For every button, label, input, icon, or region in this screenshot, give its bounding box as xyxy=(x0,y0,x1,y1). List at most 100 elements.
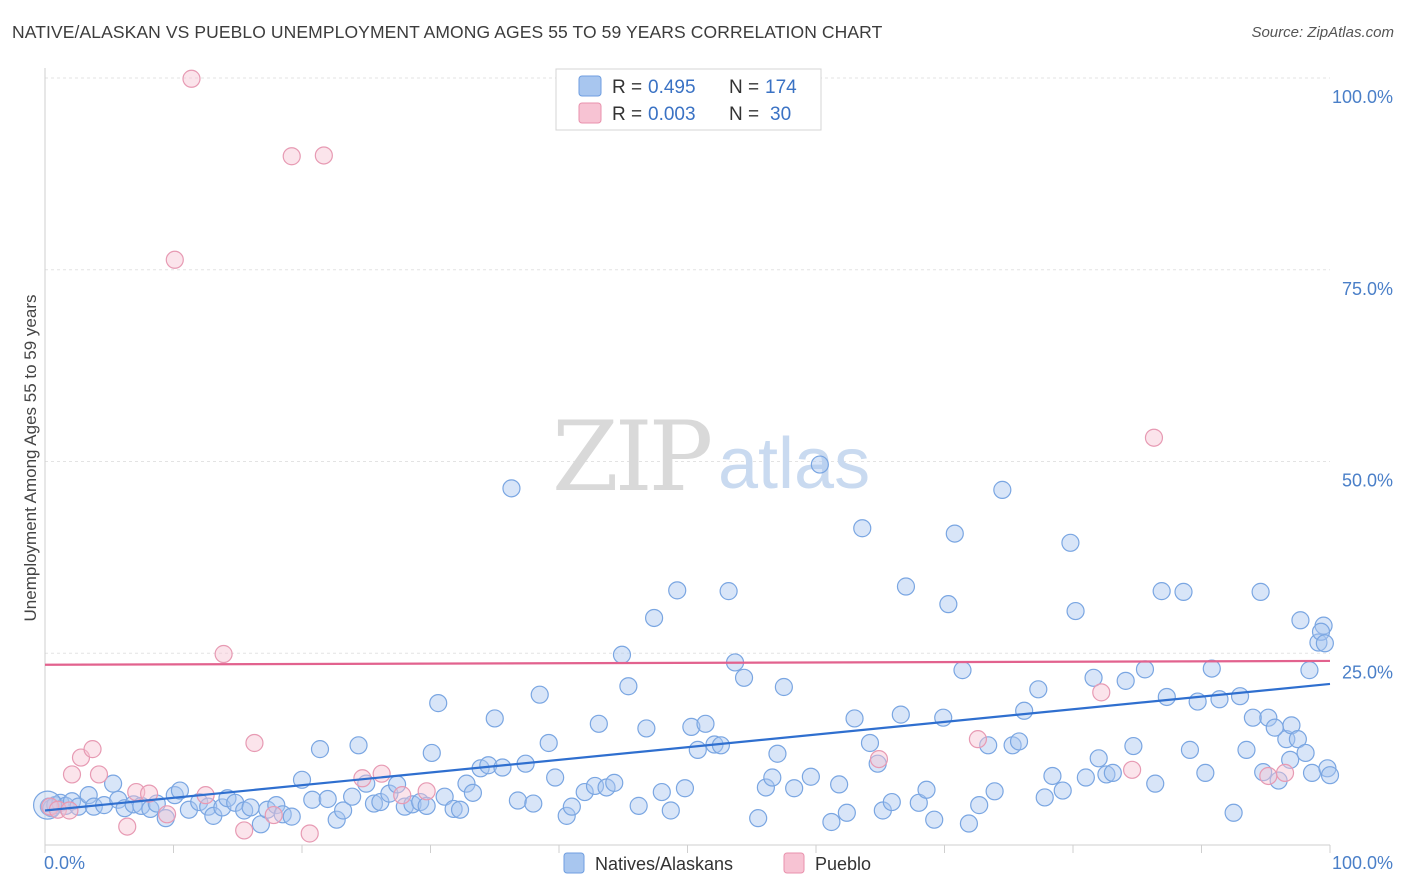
legend-swatch-pueblo xyxy=(783,852,805,874)
natives-point-123 xyxy=(993,480,1012,499)
natives-point-165 xyxy=(1320,766,1340,785)
pueblo-point-24 xyxy=(417,782,436,801)
x-tick-label-1: 100.0% xyxy=(1332,853,1393,873)
pueblo-point-31 xyxy=(1259,766,1278,786)
natives-point-145 xyxy=(1180,740,1200,759)
natives-point-50 xyxy=(417,796,436,815)
pueblo-point-19 xyxy=(300,824,319,843)
natives-point-71 xyxy=(575,782,594,802)
natives-point-144 xyxy=(1174,582,1193,601)
natives-point-76 xyxy=(612,645,632,664)
natives-point-118 xyxy=(953,661,972,680)
natives-point-43 xyxy=(364,794,384,813)
stats-swatch-pink xyxy=(578,102,602,124)
pueblo-point-27 xyxy=(968,730,988,749)
axes xyxy=(44,68,1331,853)
pueblo-point-7 xyxy=(118,817,137,836)
natives-point-96 xyxy=(768,744,787,763)
source-text: Source: ZipAtlas.com xyxy=(1251,24,1394,41)
natives-point-7 xyxy=(79,786,98,805)
natives-point-36 xyxy=(310,740,330,759)
natives-point-150 xyxy=(1224,803,1243,822)
natives-point-138 xyxy=(1116,671,1135,690)
y-tick-label-0: 25.0% xyxy=(1342,662,1393,682)
natives-point-130 xyxy=(1053,781,1072,800)
stats-r-label-blue: R = xyxy=(612,77,642,98)
natives-point-81 xyxy=(652,782,671,802)
pueblo-point-2 xyxy=(60,801,79,820)
natives-point-160 xyxy=(1296,743,1315,763)
natives-point-161 xyxy=(1302,763,1322,783)
watermark-zip: ZIP xyxy=(552,401,711,513)
natives-point-169 xyxy=(1311,622,1331,641)
natives-point-105 xyxy=(853,519,872,538)
stats-swatch-blue xyxy=(578,75,602,97)
natives-point-62 xyxy=(502,479,521,498)
natives-point-100 xyxy=(810,455,829,474)
grid-lines xyxy=(45,77,1330,654)
natives-trend-line xyxy=(44,682,1331,812)
legend-swatch-natives xyxy=(563,852,585,874)
pueblo-point-32 xyxy=(1275,763,1295,783)
natives-point-125 xyxy=(1009,732,1029,751)
natives-point-92 xyxy=(734,668,754,687)
pueblo-point-15 xyxy=(235,821,254,840)
pueblo-point-22 xyxy=(372,764,391,783)
natives-point-155 xyxy=(1259,708,1278,727)
x-tick-label-0: 0.0% xyxy=(44,853,85,873)
natives-point-113 xyxy=(917,780,936,799)
pueblo-point-11 xyxy=(165,250,184,269)
y-axis-label: Unemployment Among Ages 55 to 59 years xyxy=(21,295,40,622)
stats-n-value-blue: 174 xyxy=(765,77,797,98)
natives-point-73 xyxy=(589,714,608,733)
pueblo-point-28 xyxy=(1092,683,1111,702)
natives-point-136 xyxy=(1097,765,1116,784)
natives-point-83 xyxy=(668,581,687,600)
natives-point-37 xyxy=(318,789,337,809)
natives-point-148 xyxy=(1202,659,1221,678)
natives-point-135 xyxy=(1089,749,1108,768)
natives-point-65 xyxy=(524,794,543,813)
natives-point-132 xyxy=(1066,601,1085,621)
natives-point-69 xyxy=(557,806,576,825)
natives-point-55 xyxy=(450,800,470,819)
natives-point-cluster xyxy=(32,790,63,820)
natives-point-134 xyxy=(1084,668,1103,687)
stats-box: R = 0.495 N = 174 R = 0.003 N = 30 xyxy=(555,68,822,131)
natives-point-10 xyxy=(104,774,123,793)
tick-labels: 25.0% 50.0% 75.0% 100.0% 0.0% 100.0% xyxy=(44,87,1393,873)
natives-point-72 xyxy=(585,776,605,796)
natives-point-147 xyxy=(1196,763,1215,783)
natives-point-131 xyxy=(1061,533,1080,552)
natives-point-75 xyxy=(605,773,624,792)
pueblo-point-23 xyxy=(393,786,412,805)
natives-point-104 xyxy=(845,709,864,728)
natives-point-167 xyxy=(1291,611,1310,630)
stats-n-label-blue: N = xyxy=(729,77,759,98)
stats-r-label-pink: R = xyxy=(612,104,642,125)
natives-point-86 xyxy=(688,740,707,759)
natives-point-52 xyxy=(429,694,448,713)
stats-n-label-pink: N = xyxy=(729,104,759,125)
natives-point-98 xyxy=(785,779,804,798)
natives-point-93 xyxy=(749,809,768,828)
natives-point-171 xyxy=(1265,718,1284,737)
natives-point-129 xyxy=(1043,766,1062,786)
natives-point-21 xyxy=(190,792,209,812)
natives-point-95 xyxy=(763,768,782,787)
trend-lines xyxy=(44,659,1331,812)
natives-point-39 xyxy=(334,801,353,820)
chart-title: NATIVE/ALASKAN VS PUEBLO UNEMPLOYMENT AM… xyxy=(12,22,883,42)
natives-point-111 xyxy=(896,577,916,596)
stats-n-value-pink: 30 xyxy=(770,104,791,125)
stats-r-value-pink: 0.003 xyxy=(648,104,696,125)
stats-r-value-blue: 0.495 xyxy=(648,77,696,98)
natives-point-94 xyxy=(756,778,775,797)
natives-point-121 xyxy=(979,736,998,755)
natives-point-120 xyxy=(970,796,989,815)
natives-point-19 xyxy=(170,781,190,800)
natives-point-141 xyxy=(1146,774,1165,793)
pueblo-point-26 xyxy=(869,749,889,769)
pueblo-point-12 xyxy=(182,69,201,88)
natives-point-53 xyxy=(435,787,454,806)
